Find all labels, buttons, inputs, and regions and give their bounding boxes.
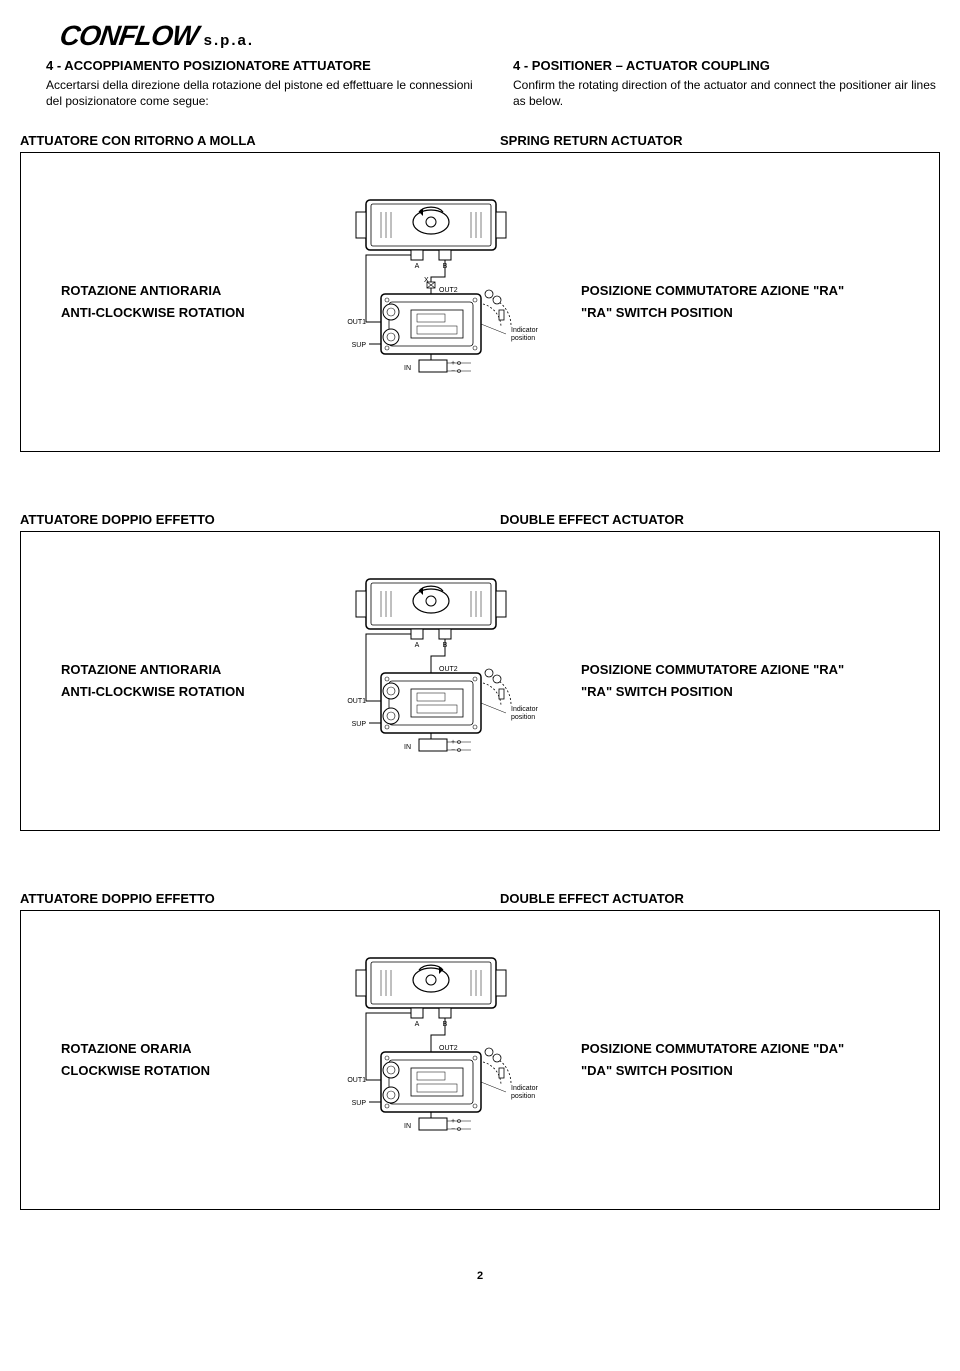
intro-right: 4 - POSITIONER – ACTUATOR COUPLING Confi… — [513, 58, 940, 109]
svg-text:OUT2: OUT2 — [439, 666, 458, 673]
svg-text:position: position — [511, 335, 535, 342]
section-header-row: ATTUATORE DOPPIO EFFETTO DOUBLE EFFECT A… — [20, 512, 940, 527]
logo: CONFLOW s.p.a. — [60, 20, 940, 52]
svg-text:OUT1: OUT1 — [347, 1077, 366, 1084]
svg-text:A: A — [415, 263, 420, 270]
switch-position-label: POSIZIONE COMMUTATORE AZIONE "DA""DA" SW… — [561, 1038, 939, 1082]
rotation-label: ROTAZIONE ORARIACLOCKWISE ROTATION — [21, 1038, 301, 1082]
positioner-diagram: A B OUT1 OUT2 SUP IN + − — [311, 940, 551, 1180]
diagram-container: A B OUT1 OUT2 SUP IN + − — [301, 561, 561, 801]
diagram-container: A B OUT1 OUT2 SUP IN + − — [301, 940, 561, 1180]
svg-text:OUT2: OUT2 — [439, 1045, 458, 1052]
positioner-diagram: A B X OUT1 OUT2 SUP — [311, 182, 551, 422]
intro-left-body: Accertarsi della direzione della rotazio… — [46, 77, 473, 109]
page-number: 2 — [20, 1270, 940, 1282]
section-header-right: SPRING RETURN ACTUATOR — [500, 133, 682, 148]
svg-text:Indicator: Indicator — [511, 327, 539, 334]
svg-text:A: A — [415, 1021, 420, 1028]
svg-text:−: − — [451, 747, 455, 754]
svg-text:SUP: SUP — [352, 721, 367, 728]
svg-text:A: A — [415, 642, 420, 649]
section-header-left: ATTUATORE DOPPIO EFFETTO — [20, 891, 500, 906]
intro-left-title: 4 - ACCOPPIAMENTO POSIZIONATORE ATTUATOR… — [46, 58, 473, 73]
svg-text:IN: IN — [404, 1123, 411, 1130]
svg-text:position: position — [511, 1093, 535, 1100]
switch-position-label: POSIZIONE COMMUTATORE AZIONE "RA""RA" SW… — [561, 280, 939, 324]
section-header-right: DOUBLE EFFECT ACTUATOR — [500, 512, 684, 527]
svg-text:IN: IN — [404, 365, 411, 372]
switch-position-label: POSIZIONE COMMUTATORE AZIONE "RA""RA" SW… — [561, 659, 939, 703]
section-header-row: ATTUATORE DOPPIO EFFETTO DOUBLE EFFECT A… — [20, 891, 940, 906]
section-header-left: ATTUATORE CON RITORNO A MOLLA — [20, 133, 500, 148]
intro-left: 4 - ACCOPPIAMENTO POSIZIONATORE ATTUATOR… — [46, 58, 473, 109]
svg-text:−: − — [451, 368, 455, 375]
intro-right-title: 4 - POSITIONER – ACTUATOR COUPLING — [513, 58, 940, 73]
svg-text:+: + — [451, 739, 455, 746]
svg-text:Indicator: Indicator — [511, 1085, 539, 1092]
intro-row: 4 - ACCOPPIAMENTO POSIZIONATORE ATTUATOR… — [46, 58, 940, 109]
diagram-box: ROTAZIONE ANTIORARIAANTI-CLOCKWISE ROTAT… — [20, 531, 940, 831]
section-header-right: DOUBLE EFFECT ACTUATOR — [500, 891, 684, 906]
intro-right-body: Confirm the rotating direction of the ac… — [513, 77, 940, 109]
logo-sub: s.p.a. — [204, 32, 254, 49]
diagram-box: ROTAZIONE ANTIORARIAANTI-CLOCKWISE ROTAT… — [20, 152, 940, 452]
svg-text:+: + — [451, 360, 455, 367]
svg-text:SUP: SUP — [352, 342, 367, 349]
svg-text:+: + — [451, 1118, 455, 1125]
diagram-container: A B X OUT1 OUT2 SUP — [301, 182, 561, 422]
document-page: CONFLOW s.p.a. 4 - ACCOPPIAMENTO POSIZIO… — [0, 0, 960, 1322]
svg-text:−: − — [451, 1126, 455, 1133]
svg-text:OUT2: OUT2 — [439, 287, 458, 294]
section-header-left: ATTUATORE DOPPIO EFFETTO — [20, 512, 500, 527]
logo-main: CONFLOW — [58, 20, 200, 52]
svg-text:OUT1: OUT1 — [347, 698, 366, 705]
svg-text:position: position — [511, 714, 535, 721]
section-header-row: ATTUATORE CON RITORNO A MOLLA SPRING RET… — [20, 133, 940, 148]
svg-text:Indicator: Indicator — [511, 706, 539, 713]
rotation-label: ROTAZIONE ANTIORARIAANTI-CLOCKWISE ROTAT… — [21, 280, 301, 324]
diagram-box: ROTAZIONE ORARIACLOCKWISE ROTATION A B — [20, 910, 940, 1210]
rotation-label: ROTAZIONE ANTIORARIAANTI-CLOCKWISE ROTAT… — [21, 659, 301, 703]
svg-text:OUT1: OUT1 — [347, 319, 366, 326]
svg-text:IN: IN — [404, 744, 411, 751]
svg-text:SUP: SUP — [352, 1100, 367, 1107]
positioner-diagram: A B OUT1 OUT2 SUP IN + − — [311, 561, 551, 801]
